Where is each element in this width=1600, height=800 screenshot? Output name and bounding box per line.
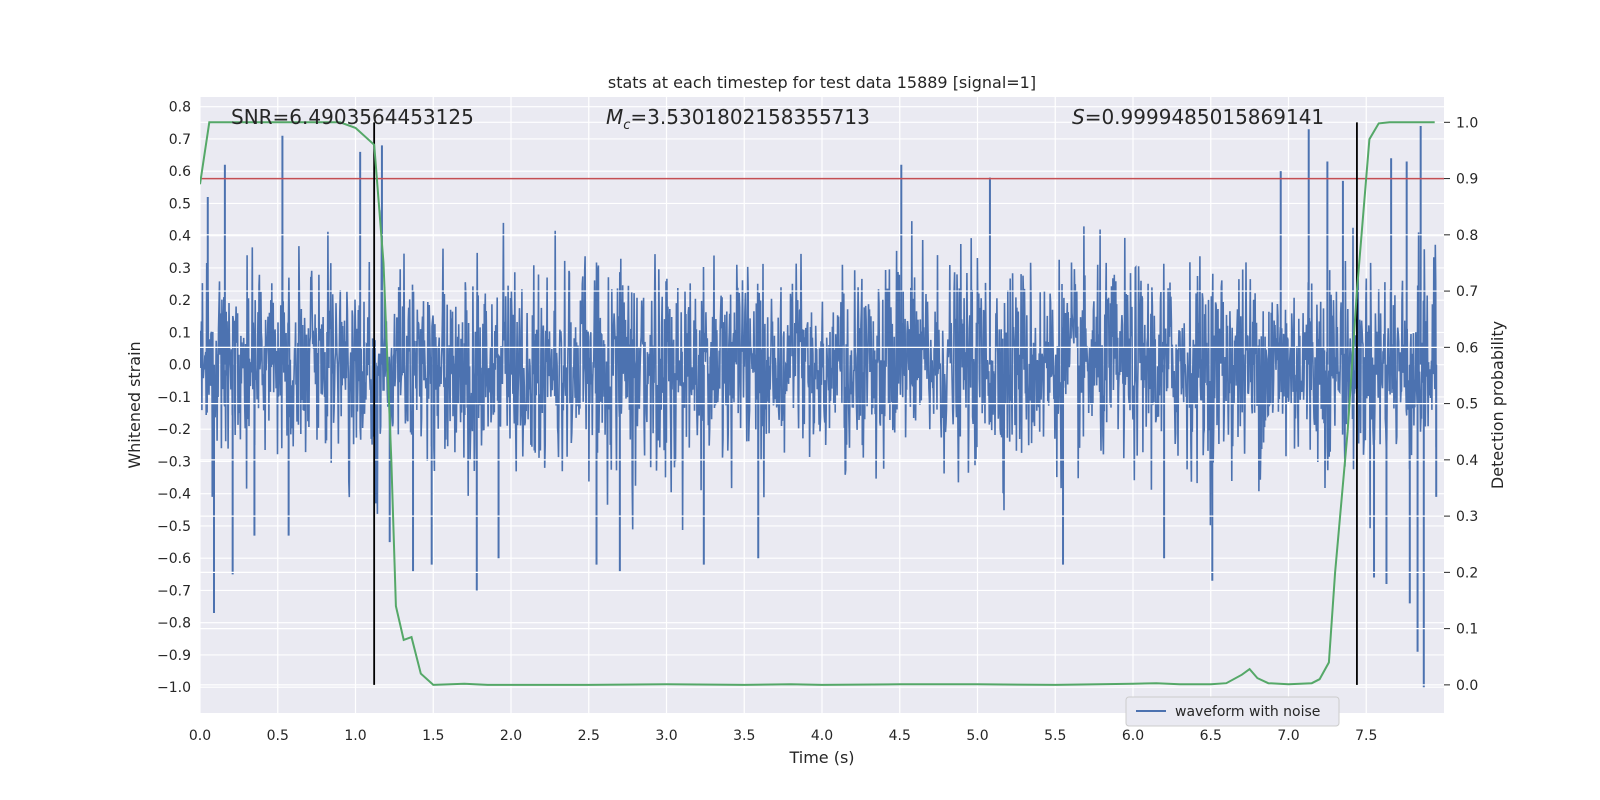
x-tick-label: 3.5	[733, 728, 755, 744]
y2-tick-label: 0.1	[1456, 622, 1478, 638]
detection-score-annotation: S=0.9999485015869141	[1072, 105, 1324, 129]
chirp-mass-subscript: c	[623, 118, 630, 133]
legend-box	[1125, 696, 1340, 727]
detection-score-symbol: S	[1072, 105, 1085, 129]
y-tick-label: −0.9	[157, 648, 191, 664]
y-axis-label: Whitened strain	[125, 341, 144, 468]
y2-tick-label: 0.2	[1456, 565, 1478, 581]
x-tick-label: 7.5	[1355, 728, 1377, 744]
x-axis-label: Time (s)	[788, 748, 854, 767]
x-tick-label: 6.0	[1122, 728, 1144, 744]
x-tick-label: 1.0	[344, 728, 366, 744]
x-tick-label: 2.5	[578, 728, 600, 744]
waveform-line	[200, 210, 1437, 531]
chirp-mass-annotation: Mc=3.5301802158355713	[606, 105, 870, 133]
y-tick-label: 0.0	[169, 358, 191, 374]
chart-title: stats at each timestep for test data 158…	[608, 73, 1036, 92]
legend: waveform with noise	[1125, 696, 1340, 727]
y-tick-label: 0.6	[169, 164, 191, 180]
x-tick-label: 0.0	[189, 728, 211, 744]
y2-tick-label: 0.4	[1456, 453, 1478, 469]
snr-annotation: SNR=6.4903564453125	[231, 105, 474, 129]
chirp-mass-symbol: M	[606, 105, 623, 129]
x-tick-label: 4.5	[889, 728, 911, 744]
y-tick-label: −0.1	[157, 390, 191, 406]
x-tick-label: 5.5	[1044, 728, 1066, 744]
y-tick-label: 0.1	[169, 325, 191, 341]
y-tick-label: −1.0	[157, 680, 191, 696]
y-tick-label: −0.5	[157, 519, 191, 535]
y-tick-label: −0.8	[157, 616, 191, 632]
y-tick-label: 0.3	[169, 261, 191, 277]
x-tick-label: 2.0	[500, 728, 522, 744]
y2-tick-label: 0.5	[1456, 397, 1478, 413]
y-tick-labels: 0.8 0.7 0.6 0.5 0.4 0.3 0.2 0.1 0.0 −0.1 −0.2 −0.3 −…	[157, 100, 191, 697]
y2-tick-labels: 1.0 0.9 0.8 0.7 0.6 0.5 0.4 0.3 0.2 0.1 0.0	[1444, 115, 1478, 694]
detection-score-value: =0.9999485015869141	[1085, 105, 1324, 129]
y2-tick-label: 0.7	[1456, 284, 1478, 300]
y-tick-label: −0.2	[157, 422, 191, 438]
y-tick-label: −0.4	[157, 487, 191, 503]
y2-axis-label: Detection probability	[1488, 321, 1507, 489]
y2-tick-label: 1.0	[1456, 115, 1478, 131]
y2-tick-label: 0.8	[1456, 228, 1478, 244]
y-tick-label: 0.7	[169, 132, 191, 148]
x-tick-label: 4.0	[811, 728, 833, 744]
vertical-markers	[373, 122, 1358, 685]
y-tick-label: 0.5	[169, 196, 191, 212]
x-tick-labels: 0.0 0.5 1.0 1.5 2.0 2.5 3.0 3.5 4.0 4.5 5.0 5.5 6.0 6…	[189, 728, 1378, 744]
y-tick-label: −0.6	[157, 551, 191, 567]
probability-line	[200, 121, 1435, 686]
x-tick-label: 7.0	[1277, 728, 1299, 744]
waveform-series	[200, 126, 1438, 688]
y-tick-label: −0.7	[157, 583, 191, 599]
y-tick-label: −0.3	[157, 454, 191, 470]
y2-tick-label: 0.0	[1456, 678, 1478, 694]
x-tick-label: 1.5	[422, 728, 444, 744]
probability-layer	[200, 121, 1435, 686]
y-tick-label: 0.2	[169, 293, 191, 309]
x-tick-label: 6.5	[1200, 728, 1222, 744]
y-tick-label: 0.4	[169, 229, 191, 245]
x-tick-label: 3.0	[655, 728, 677, 744]
x-tick-label: 5.0	[966, 728, 988, 744]
y2-tick-label: 0.6	[1456, 340, 1478, 356]
legend-waveform-label: waveform with noise	[1175, 704, 1320, 720]
y-tick-label: 0.8	[169, 100, 191, 116]
y2-tick-label: 0.9	[1456, 172, 1478, 188]
chirp-mass-value: =3.5301802158355713	[630, 105, 869, 129]
y2-tick-label: 0.3	[1456, 509, 1478, 525]
x-tick-label: 0.5	[267, 728, 289, 744]
